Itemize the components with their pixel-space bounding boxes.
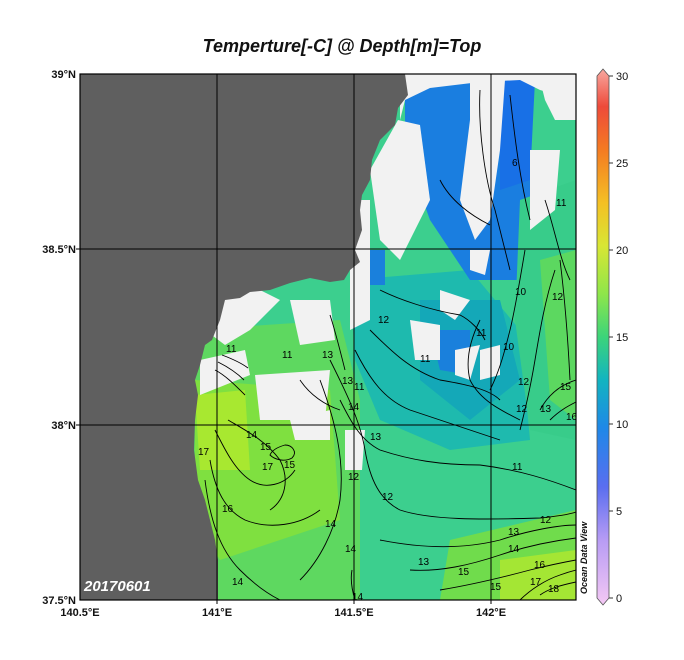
contour-label: 12	[552, 292, 564, 303]
lon-tick-label: 141°E	[202, 607, 232, 619]
contour-label: 17	[530, 577, 542, 588]
contour-label: 12	[378, 315, 390, 326]
contour-label: 11	[420, 354, 431, 365]
contour-label: 15	[284, 460, 296, 471]
contour-label: 11	[556, 198, 567, 209]
contour-label: 17	[198, 447, 210, 458]
contour-label: 14	[232, 577, 244, 588]
contour-label: 12	[518, 377, 530, 388]
contour-label: 16	[534, 560, 546, 571]
colorbar-tick: 20	[616, 245, 628, 257]
contour-label: 13	[322, 350, 334, 361]
colorbar-tick: 15	[616, 332, 628, 344]
date-stamp: 20170601	[83, 578, 151, 595]
lat-tick-label: 39°N	[51, 69, 76, 81]
contour-label: 17	[262, 462, 274, 473]
graticule	[80, 74, 576, 600]
colorbar-tick: 10	[616, 419, 628, 431]
lat-tick-label: 37.5°N	[42, 595, 76, 607]
contour-label: 14	[325, 519, 337, 530]
map-frame	[79, 73, 577, 601]
map-title: Temperture[-C] @ Depth[m]=Top	[202, 36, 482, 56]
contour-label: 11	[354, 382, 365, 393]
lon-tick-label: 142°E	[476, 607, 506, 619]
contour-label: 10	[515, 287, 527, 298]
contour-labels: 6 11 10 12 11 10 12 15 13 16 12 12 11 13…	[198, 158, 578, 603]
colorbar-tick: 0	[616, 593, 622, 605]
contour-label: 12	[540, 515, 552, 526]
contour-label: 10	[503, 342, 515, 353]
latitude-axis: 39°N 38.5°N 38°N 37.5°N	[42, 69, 76, 607]
colorbar-tick: 30	[616, 71, 628, 83]
contour-label: 14	[352, 592, 364, 603]
contour-label: 11	[476, 328, 487, 339]
contour-label: 13	[370, 432, 382, 443]
colorbar-tick: 5	[616, 506, 622, 518]
colorbar-tick: 25	[616, 158, 628, 170]
contour-label: 11	[282, 350, 293, 361]
contour-lines	[204, 89, 576, 600]
lon-tick-label: 140.5°E	[60, 607, 99, 619]
lon-tick-label: 141.5°E	[334, 607, 373, 619]
colorbar: 30 25 20 15 10 5 0	[596, 68, 628, 606]
contour-label: 13	[508, 527, 520, 538]
contour-label: 14	[348, 402, 360, 413]
land-mass	[80, 74, 408, 600]
contour-label: 15	[260, 442, 272, 453]
contour-label: 13	[342, 376, 354, 387]
contour-label: 11	[226, 344, 237, 355]
contour-label: 15	[458, 567, 470, 578]
contour-label: 14	[345, 544, 357, 555]
contour-label: 12	[516, 404, 528, 415]
contour-label: 15	[560, 382, 572, 393]
ocean-data-view-watermark: Ocean Data View	[579, 521, 589, 594]
contour-label: 18	[548, 584, 560, 595]
contour-label: 16	[222, 504, 234, 515]
contour-label: 14	[508, 544, 520, 555]
contour-label: 13	[540, 404, 552, 415]
contour-label: 13	[418, 557, 430, 568]
contour-label: 16	[566, 412, 578, 423]
contour-label: 12	[348, 472, 360, 483]
contour-label: 15	[490, 582, 502, 593]
contour-label: 14	[246, 430, 258, 441]
contour-label: 11	[512, 462, 523, 473]
contour-label: 12	[382, 492, 394, 503]
lat-tick-label: 38.5°N	[42, 244, 76, 256]
longitude-axis: 140.5°E 141°E 141.5°E 142°E	[60, 607, 506, 619]
lat-tick-label: 38°N	[51, 420, 76, 432]
contour-label: 6	[512, 158, 518, 169]
